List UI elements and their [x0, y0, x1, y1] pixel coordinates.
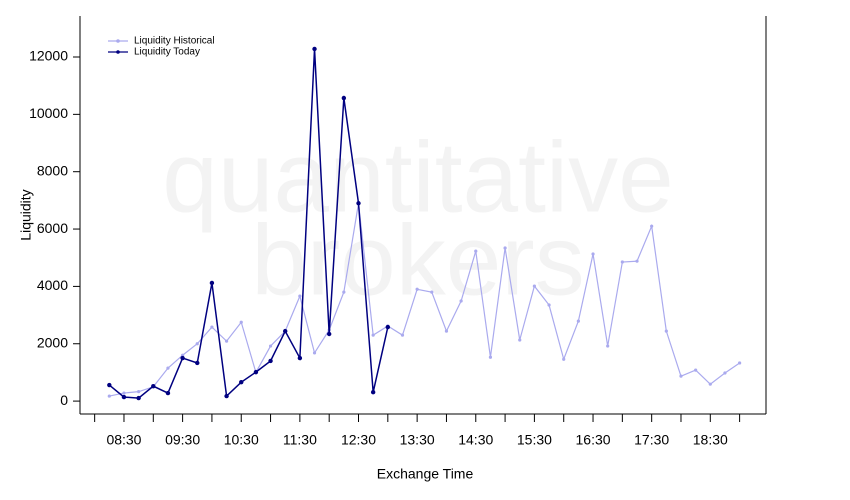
data-point: [518, 338, 522, 342]
data-point: [122, 391, 126, 395]
data-point: [430, 290, 434, 294]
data-point: [121, 394, 127, 400]
data-point: [562, 357, 566, 361]
data-point: [342, 290, 346, 294]
x-tick-label: 10:30: [224, 432, 259, 448]
data-point: [341, 95, 347, 101]
data-point: [268, 358, 273, 364]
data-point: [385, 324, 391, 330]
x-tick-label: 09:30: [165, 432, 200, 448]
data-point: [694, 368, 698, 372]
data-point: [195, 360, 200, 366]
data-point: [312, 351, 317, 355]
data-point: [635, 259, 639, 263]
data-point: [209, 280, 215, 286]
data-point: [415, 287, 419, 291]
x-tick-label: 18:30: [693, 432, 728, 448]
x-tick-label: 08:30: [106, 432, 141, 448]
y-tick-label: 10000: [29, 105, 68, 121]
data-point: [326, 331, 332, 337]
legend-marker: [116, 39, 120, 43]
data-point: [107, 394, 111, 398]
y-tick-label: 2000: [37, 334, 68, 350]
data-point: [532, 284, 537, 288]
x-tick-label: 16:30: [576, 432, 611, 448]
data-point: [371, 333, 375, 337]
data-point: [224, 339, 229, 343]
data-point: [224, 393, 229, 399]
x-tick-label: 15:30: [517, 432, 552, 448]
data-point: [297, 355, 303, 361]
data-point: [356, 201, 361, 206]
data-point: [298, 294, 302, 298]
data-point: [459, 299, 463, 303]
data-point: [239, 320, 243, 324]
data-point: [444, 329, 449, 333]
y-tick-label: 0: [60, 392, 68, 408]
data-point: [591, 252, 595, 256]
legend-label: Liquidity Today: [134, 47, 200, 58]
data-point: [312, 46, 317, 52]
data-point: [283, 328, 288, 334]
data-point: [195, 342, 199, 346]
data-point: [474, 249, 478, 253]
x-tick-label: 11:30: [283, 432, 317, 448]
data-point: [503, 246, 507, 250]
y-tick-label: 12000: [29, 48, 68, 64]
y-tick-label: 8000: [37, 162, 68, 178]
data-point: [151, 383, 156, 389]
data-point: [180, 355, 185, 361]
x-tick-label: 13:30: [400, 432, 435, 448]
x-tick-label: 17:30: [634, 432, 669, 448]
data-point: [370, 390, 376, 395]
data-point: [679, 374, 683, 378]
data-point: [664, 329, 668, 333]
data-point: [738, 361, 742, 365]
data-point: [181, 353, 185, 357]
data-point: [107, 382, 112, 388]
data-point: [547, 303, 551, 307]
data-point: [239, 379, 244, 385]
data-point: [606, 344, 610, 348]
y-tick-label: 6000: [37, 220, 68, 236]
x-tick-label: 14:30: [458, 432, 493, 448]
data-point: [253, 369, 259, 375]
data-point: [488, 355, 493, 359]
series-line: [109, 203, 740, 397]
data-point: [137, 390, 141, 394]
y-axis-label: Liquidity: [18, 189, 34, 240]
y-tick-label: 4000: [37, 277, 68, 293]
data-point: [165, 390, 171, 396]
data-point: [708, 382, 712, 386]
data-point: [268, 344, 273, 348]
data-point: [136, 395, 141, 401]
data-point: [166, 366, 170, 370]
watermark: quantitative: [162, 121, 673, 233]
data-point: [400, 333, 405, 337]
x-axis-label: Exchange Time: [377, 466, 474, 482]
data-point: [210, 325, 214, 329]
legend-label: Liquidity Historical: [134, 36, 215, 47]
x-tick-label: 12:30: [341, 432, 376, 448]
data-point: [576, 319, 580, 323]
series-line: [108, 48, 389, 399]
data-point: [620, 260, 624, 264]
legend-marker: [116, 50, 120, 54]
data-point: [723, 371, 727, 375]
data-point: [650, 224, 654, 228]
